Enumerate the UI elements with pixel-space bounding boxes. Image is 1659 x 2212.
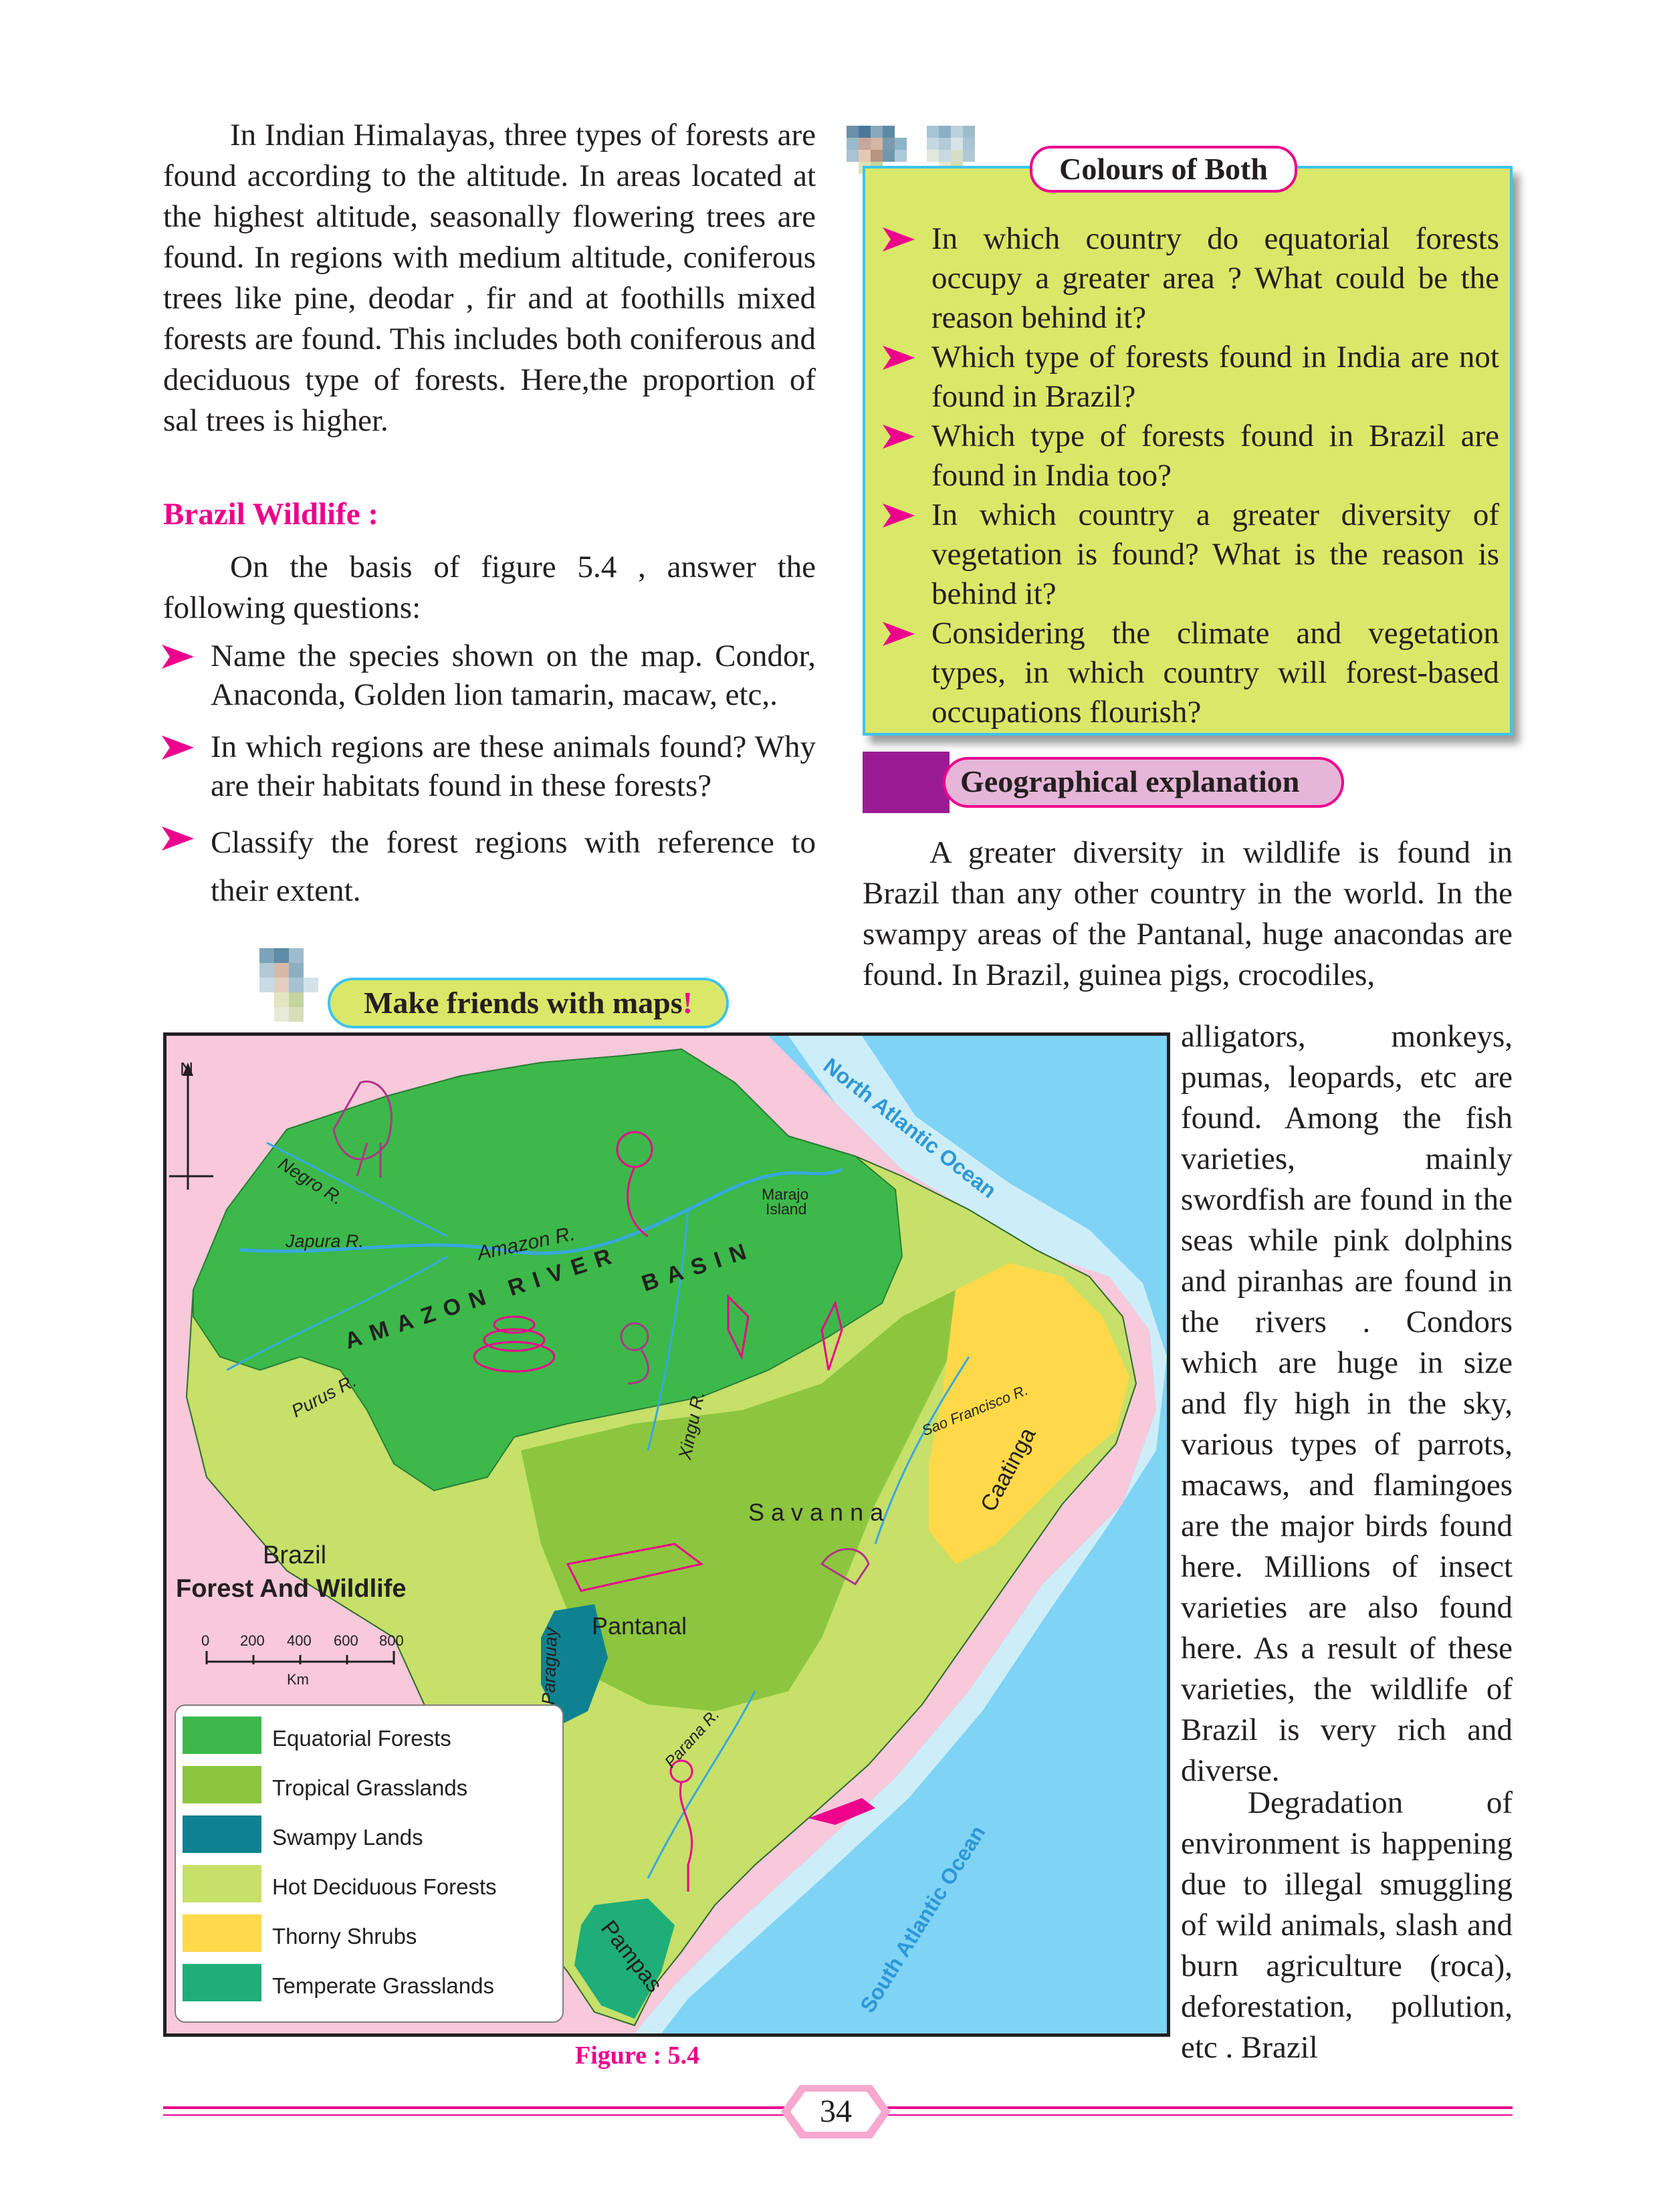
brazil-map: N Negro R. Japura R. Amazon R. AMAZON RI… — [163, 1032, 1170, 2037]
legend-swatch — [183, 1865, 261, 1902]
ocean-area — [635, 1036, 1167, 2033]
thorny-shrubs — [929, 1263, 1129, 1564]
geo-paragraph-narrow: alligators, monkeys, pumas, leopards, et… — [1181, 1019, 1513, 1788]
legend-item-equatorial: Equatorial Forests — [183, 1717, 557, 1755]
legend-label: Equatorial Forests — [272, 1726, 451, 1751]
legend-label: Thorny Shrubs — [272, 1924, 417, 1949]
footer-rule-right-thin — [883, 2114, 1513, 2116]
legend-item-temperate: Temperate Grasslands — [183, 1964, 557, 2003]
geo-heading-title: Geographical explanation — [960, 764, 1300, 798]
legend-label: Swampy Lands — [272, 1825, 423, 1850]
marajo-label-2: Island — [766, 1200, 807, 1218]
condor-sketch — [332, 1081, 393, 1178]
arrow-bullet-icon — [883, 346, 915, 370]
legend-item-tropical: Tropical Grasslands — [183, 1766, 557, 1805]
map-title-line1: Brazil — [263, 1541, 327, 1569]
macaw-sketch — [727, 1294, 843, 1371]
figure-caption: Figure : 5.4 — [575, 2041, 700, 2070]
list-item: Name the species shown on the map. Condo… — [160, 637, 816, 714]
bird-sketch — [820, 1548, 870, 1586]
legend-label: Tropical Grasslands — [272, 1775, 468, 1800]
scale-tick-0: 0 — [201, 1632, 210, 1649]
paraguay-label: Paraguay — [538, 1627, 562, 1706]
legend-swatch — [183, 1815, 261, 1853]
colours-questions-list: In which country do equatorial forests o… — [881, 219, 1499, 732]
colours-of-both-tag: Colours of Both — [1030, 146, 1297, 193]
purus-river — [226, 1255, 448, 1371]
equatorial-forests — [193, 1048, 903, 1492]
legend-swatch — [183, 1914, 261, 1952]
marajo-label-1: Marajo — [762, 1186, 809, 1203]
list-item: Considering the climate and vegetation t… — [881, 614, 1499, 732]
map-tag-text: Make friends with maps — [364, 986, 683, 1020]
monkey-sketch — [616, 1131, 653, 1238]
geo-paragraph-wide: A greater diversity in wildlife is found… — [863, 835, 1513, 992]
north-label: N — [180, 1059, 194, 1079]
map-legend: Equatorial Forests Tropical Grasslands S… — [175, 1704, 564, 2023]
sao-francisco-river — [874, 1356, 970, 1545]
legend-swatch — [183, 1717, 261, 1754]
arrow-bullet-icon — [162, 736, 194, 760]
north-arrow-head — [183, 1063, 193, 1076]
map-title-line2: Forest And Wildlife — [176, 1575, 407, 1603]
list-item: Which type of forests found in Brazil ar… — [881, 417, 1499, 495]
list-item: In which regions are these animals found… — [160, 728, 816, 805]
list-item: Which type of forests found in India are… — [881, 338, 1499, 417]
scale-tick-600: 600 — [334, 1632, 358, 1649]
scale-tick-800: 800 — [379, 1632, 404, 1649]
legend-swatch — [183, 1964, 261, 2001]
arrow-bullet-icon — [883, 227, 915, 251]
savanna-label: Savanna — [748, 1499, 891, 1526]
legend-swatch — [183, 1766, 261, 1803]
page-number: 34 — [820, 2094, 852, 2129]
negro-river — [266, 1141, 448, 1238]
anaconda-sketch — [473, 1315, 556, 1373]
tropical-grasslands — [521, 1290, 956, 1711]
list-item: Classify the forest regions with referen… — [160, 818, 816, 915]
questions-list: Name the species shown on the map. Condo… — [160, 637, 816, 915]
map-avatar — [246, 942, 340, 1042]
map-graphic — [169, 1036, 1167, 2033]
list-item: In which country do equatorial forests o… — [881, 219, 1499, 338]
arrow-bullet-icon — [883, 425, 915, 449]
colours-of-both-box: In which country do equatorial forests o… — [863, 166, 1513, 736]
intro-paragraph: In Indian Himalayas, three types of fore… — [163, 118, 816, 438]
swampy-lands — [541, 1604, 608, 1725]
scale-tick-200: 200 — [240, 1632, 265, 1649]
footer-rule-right — [883, 2106, 1513, 2109]
temperate-grasslands — [574, 1898, 675, 2019]
amazon-river — [239, 1168, 843, 1255]
legend-label: Hot Deciduous Forests — [272, 1874, 497, 1899]
legend-item-thorny: Thorny Shrubs — [183, 1914, 557, 1953]
brazil-wildlife-heading: Brazil Wildlife : — [163, 497, 379, 532]
geo-heading-bar — [943, 757, 1344, 808]
brazil-intro-paragraph: On the basis of figure 5.4 , answer the … — [163, 550, 816, 625]
footer-rule-left-thin — [163, 2114, 789, 2116]
map-tag-mark: ! — [682, 986, 693, 1020]
arrow-bullet-icon — [883, 622, 915, 646]
squirrel-sketch — [620, 1322, 649, 1385]
footer-rule-left — [163, 2106, 789, 2109]
page-number-badge — [781, 2085, 891, 2138]
legend-label: Temperate Grasslands — [272, 1973, 494, 1998]
swordfish-sketch — [808, 1798, 875, 1825]
xingu-river — [647, 1209, 689, 1451]
geo-heading-block — [863, 752, 950, 813]
scale-tick-400: 400 — [287, 1632, 312, 1649]
japura-river-label: Japura R. — [286, 1231, 364, 1251]
pantanal-label: Pantanal — [592, 1612, 687, 1640]
flamingo-sketch — [669, 1759, 693, 1892]
map-tag: Make friends with maps! — [328, 978, 729, 1028]
arrow-bullet-icon — [883, 504, 915, 528]
parana-river — [647, 1690, 756, 1879]
legend-item-swampy: Swampy Lands — [183, 1815, 557, 1854]
legend-item-hot-deciduous: Hot Deciduous Forests — [183, 1865, 557, 1904]
arrow-bullet-icon — [162, 826, 194, 851]
geo-paragraph-degradation: Degradation of environment is happening … — [1181, 1785, 1513, 2065]
crocodile-sketch — [566, 1543, 704, 1592]
pixelated-avatar-icon — [259, 948, 318, 1022]
list-item: In which country a greater diversity of … — [881, 495, 1499, 614]
scale-unit: Km — [287, 1671, 309, 1688]
arrow-bullet-icon — [162, 645, 194, 669]
